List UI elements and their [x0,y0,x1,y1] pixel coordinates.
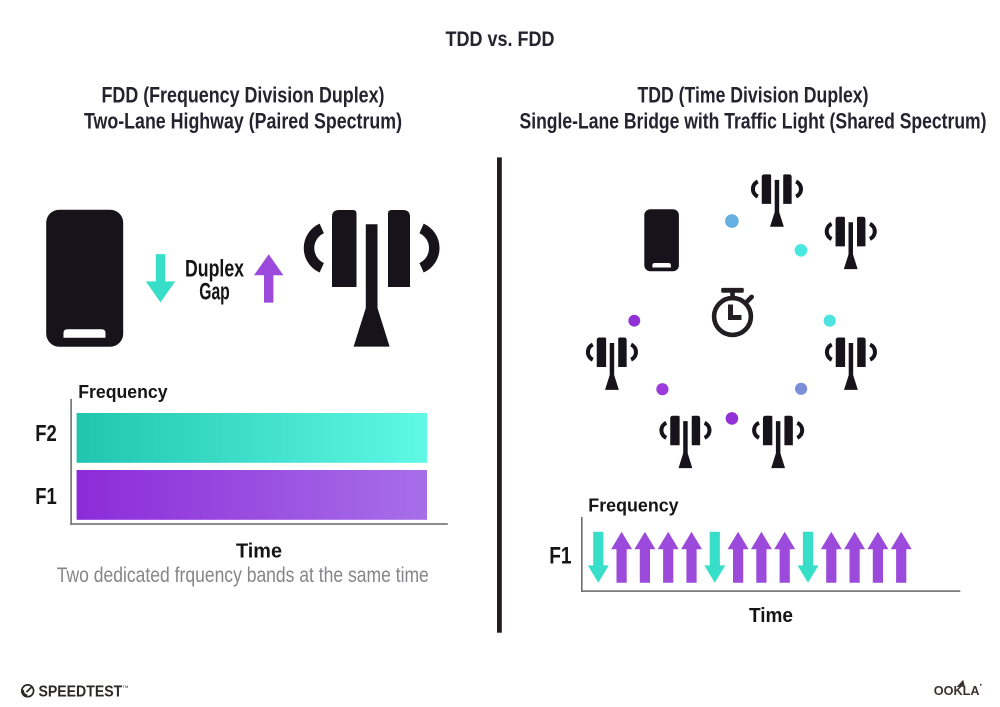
svg-text:TDD vs. FDD: TDD vs. FDD [446,27,555,51]
svg-text:SPEEDTEST: SPEEDTEST [39,683,123,700]
svg-text:F1: F1 [549,543,571,570]
svg-text:OOKLA: OOKLA [934,684,980,698]
svg-text:F1: F1 [35,483,57,509]
svg-text:Single-Lane Bridge with Traffi: Single-Lane Bridge with Traffic Light (S… [520,108,987,133]
svg-text:TM: TM [123,684,129,689]
svg-text:Frequency: Frequency [78,381,168,402]
svg-text:Two dedicated frquency bands a: Two dedicated frquency bands at the same… [57,564,429,587]
svg-text:F2: F2 [35,420,57,446]
svg-text:Time: Time [749,604,793,627]
svg-text:Time: Time [236,539,282,562]
svg-text:Two-Lane Highway (Paired Spect: Two-Lane Highway (Paired Spectrum) [84,108,402,133]
svg-text:Gap: Gap [199,279,230,306]
svg-text:FDD (Frequency Division Duplex: FDD (Frequency Division Duplex) [102,83,385,108]
svg-text:TDD (Time Division Duplex): TDD (Time Division Duplex) [638,83,869,108]
svg-text:Duplex: Duplex [185,256,244,283]
svg-text:Frequency: Frequency [588,495,679,516]
